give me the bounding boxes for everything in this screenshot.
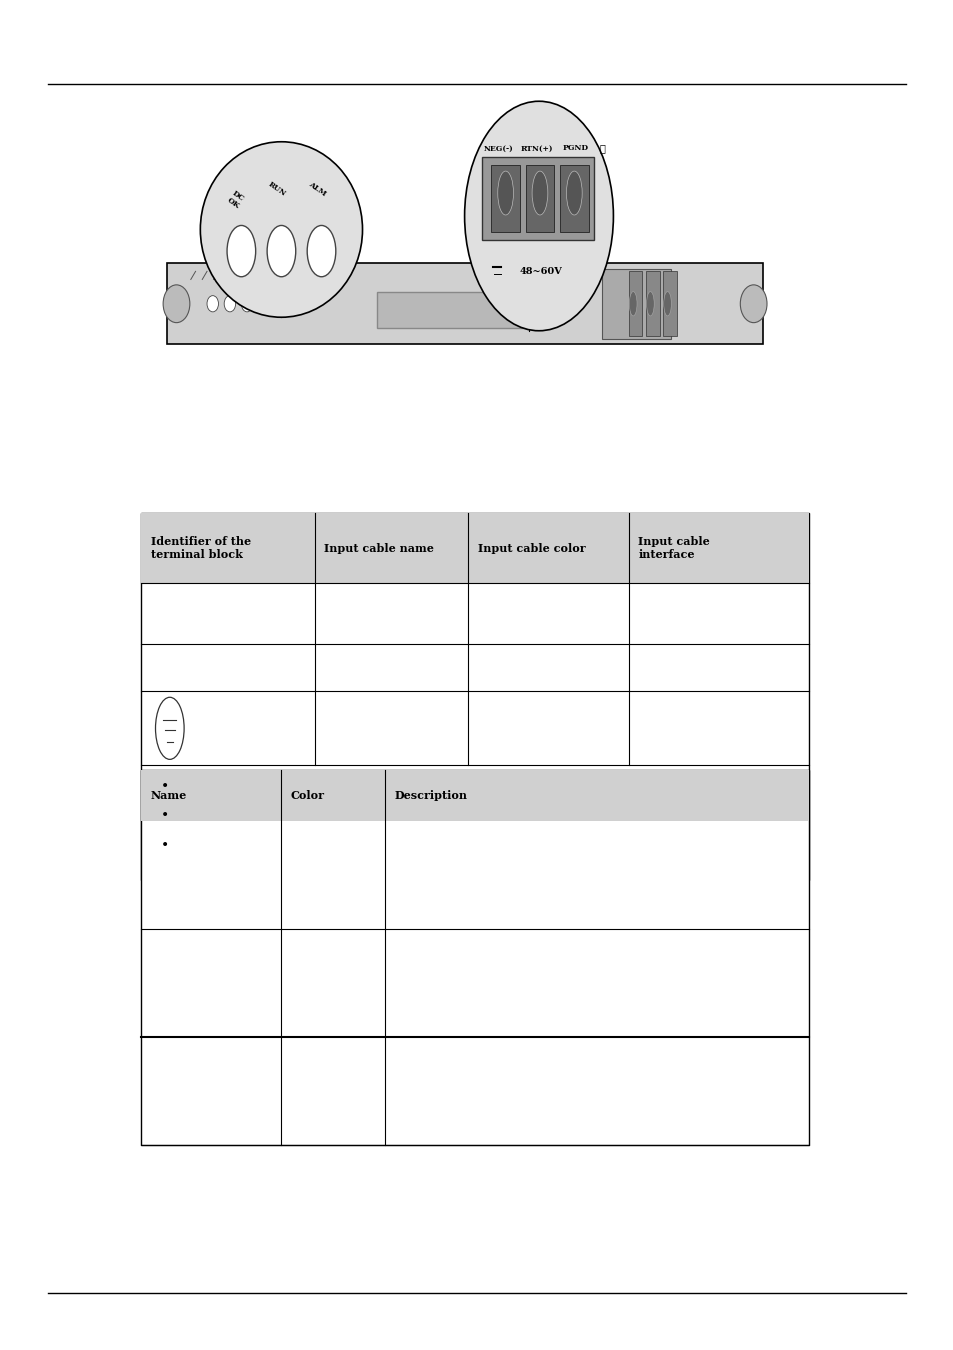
Text: ⎈: ⎈ bbox=[598, 143, 604, 154]
Text: 48~60V: 48~60V bbox=[519, 267, 562, 275]
Text: •: • bbox=[161, 809, 169, 822]
Bar bbox=[141, 769, 808, 1145]
Ellipse shape bbox=[532, 171, 547, 215]
Text: DC
OK: DC OK bbox=[225, 189, 246, 211]
Text: Color: Color bbox=[291, 790, 325, 801]
Bar bbox=[483, 178, 593, 189]
Ellipse shape bbox=[200, 142, 362, 317]
Text: Input cable
interface: Input cable interface bbox=[638, 536, 709, 560]
Ellipse shape bbox=[566, 171, 581, 215]
Ellipse shape bbox=[307, 225, 335, 277]
Text: •: • bbox=[161, 779, 169, 792]
Bar bbox=[525, 165, 554, 232]
Bar bbox=[491, 165, 519, 232]
Circle shape bbox=[740, 285, 766, 323]
Text: NEG(-): NEG(-) bbox=[483, 144, 514, 153]
Text: PGND: PGND bbox=[561, 144, 588, 153]
Bar bbox=[481, 157, 594, 240]
Text: Identifier of the
terminal block: Identifier of the terminal block bbox=[151, 536, 251, 560]
Bar bbox=[601, 269, 670, 339]
Text: Input cable color: Input cable color bbox=[477, 543, 585, 554]
Bar bbox=[141, 513, 808, 880]
Circle shape bbox=[241, 296, 253, 312]
Text: RTN(+): RTN(+) bbox=[520, 144, 553, 153]
Ellipse shape bbox=[267, 225, 295, 277]
Circle shape bbox=[224, 296, 235, 312]
Circle shape bbox=[163, 285, 190, 323]
Text: Name: Name bbox=[151, 790, 187, 801]
Ellipse shape bbox=[227, 225, 255, 277]
Ellipse shape bbox=[646, 292, 654, 316]
Ellipse shape bbox=[663, 292, 671, 316]
Text: ALM: ALM bbox=[307, 180, 328, 198]
Bar bbox=[141, 513, 808, 583]
Text: RUN: RUN bbox=[266, 180, 287, 198]
Ellipse shape bbox=[464, 101, 613, 331]
Bar bbox=[376, 292, 543, 328]
Bar bbox=[645, 271, 659, 336]
Bar bbox=[141, 769, 808, 821]
Bar bbox=[559, 165, 588, 232]
Bar bbox=[662, 271, 676, 336]
Bar bbox=[628, 271, 641, 336]
Ellipse shape bbox=[497, 171, 513, 215]
Ellipse shape bbox=[629, 292, 637, 316]
Text: Input cable name: Input cable name bbox=[324, 543, 434, 554]
Bar bbox=[167, 263, 762, 344]
Text: Description: Description bbox=[394, 790, 467, 801]
Circle shape bbox=[207, 296, 218, 312]
Ellipse shape bbox=[155, 698, 184, 760]
Text: •: • bbox=[161, 838, 169, 852]
